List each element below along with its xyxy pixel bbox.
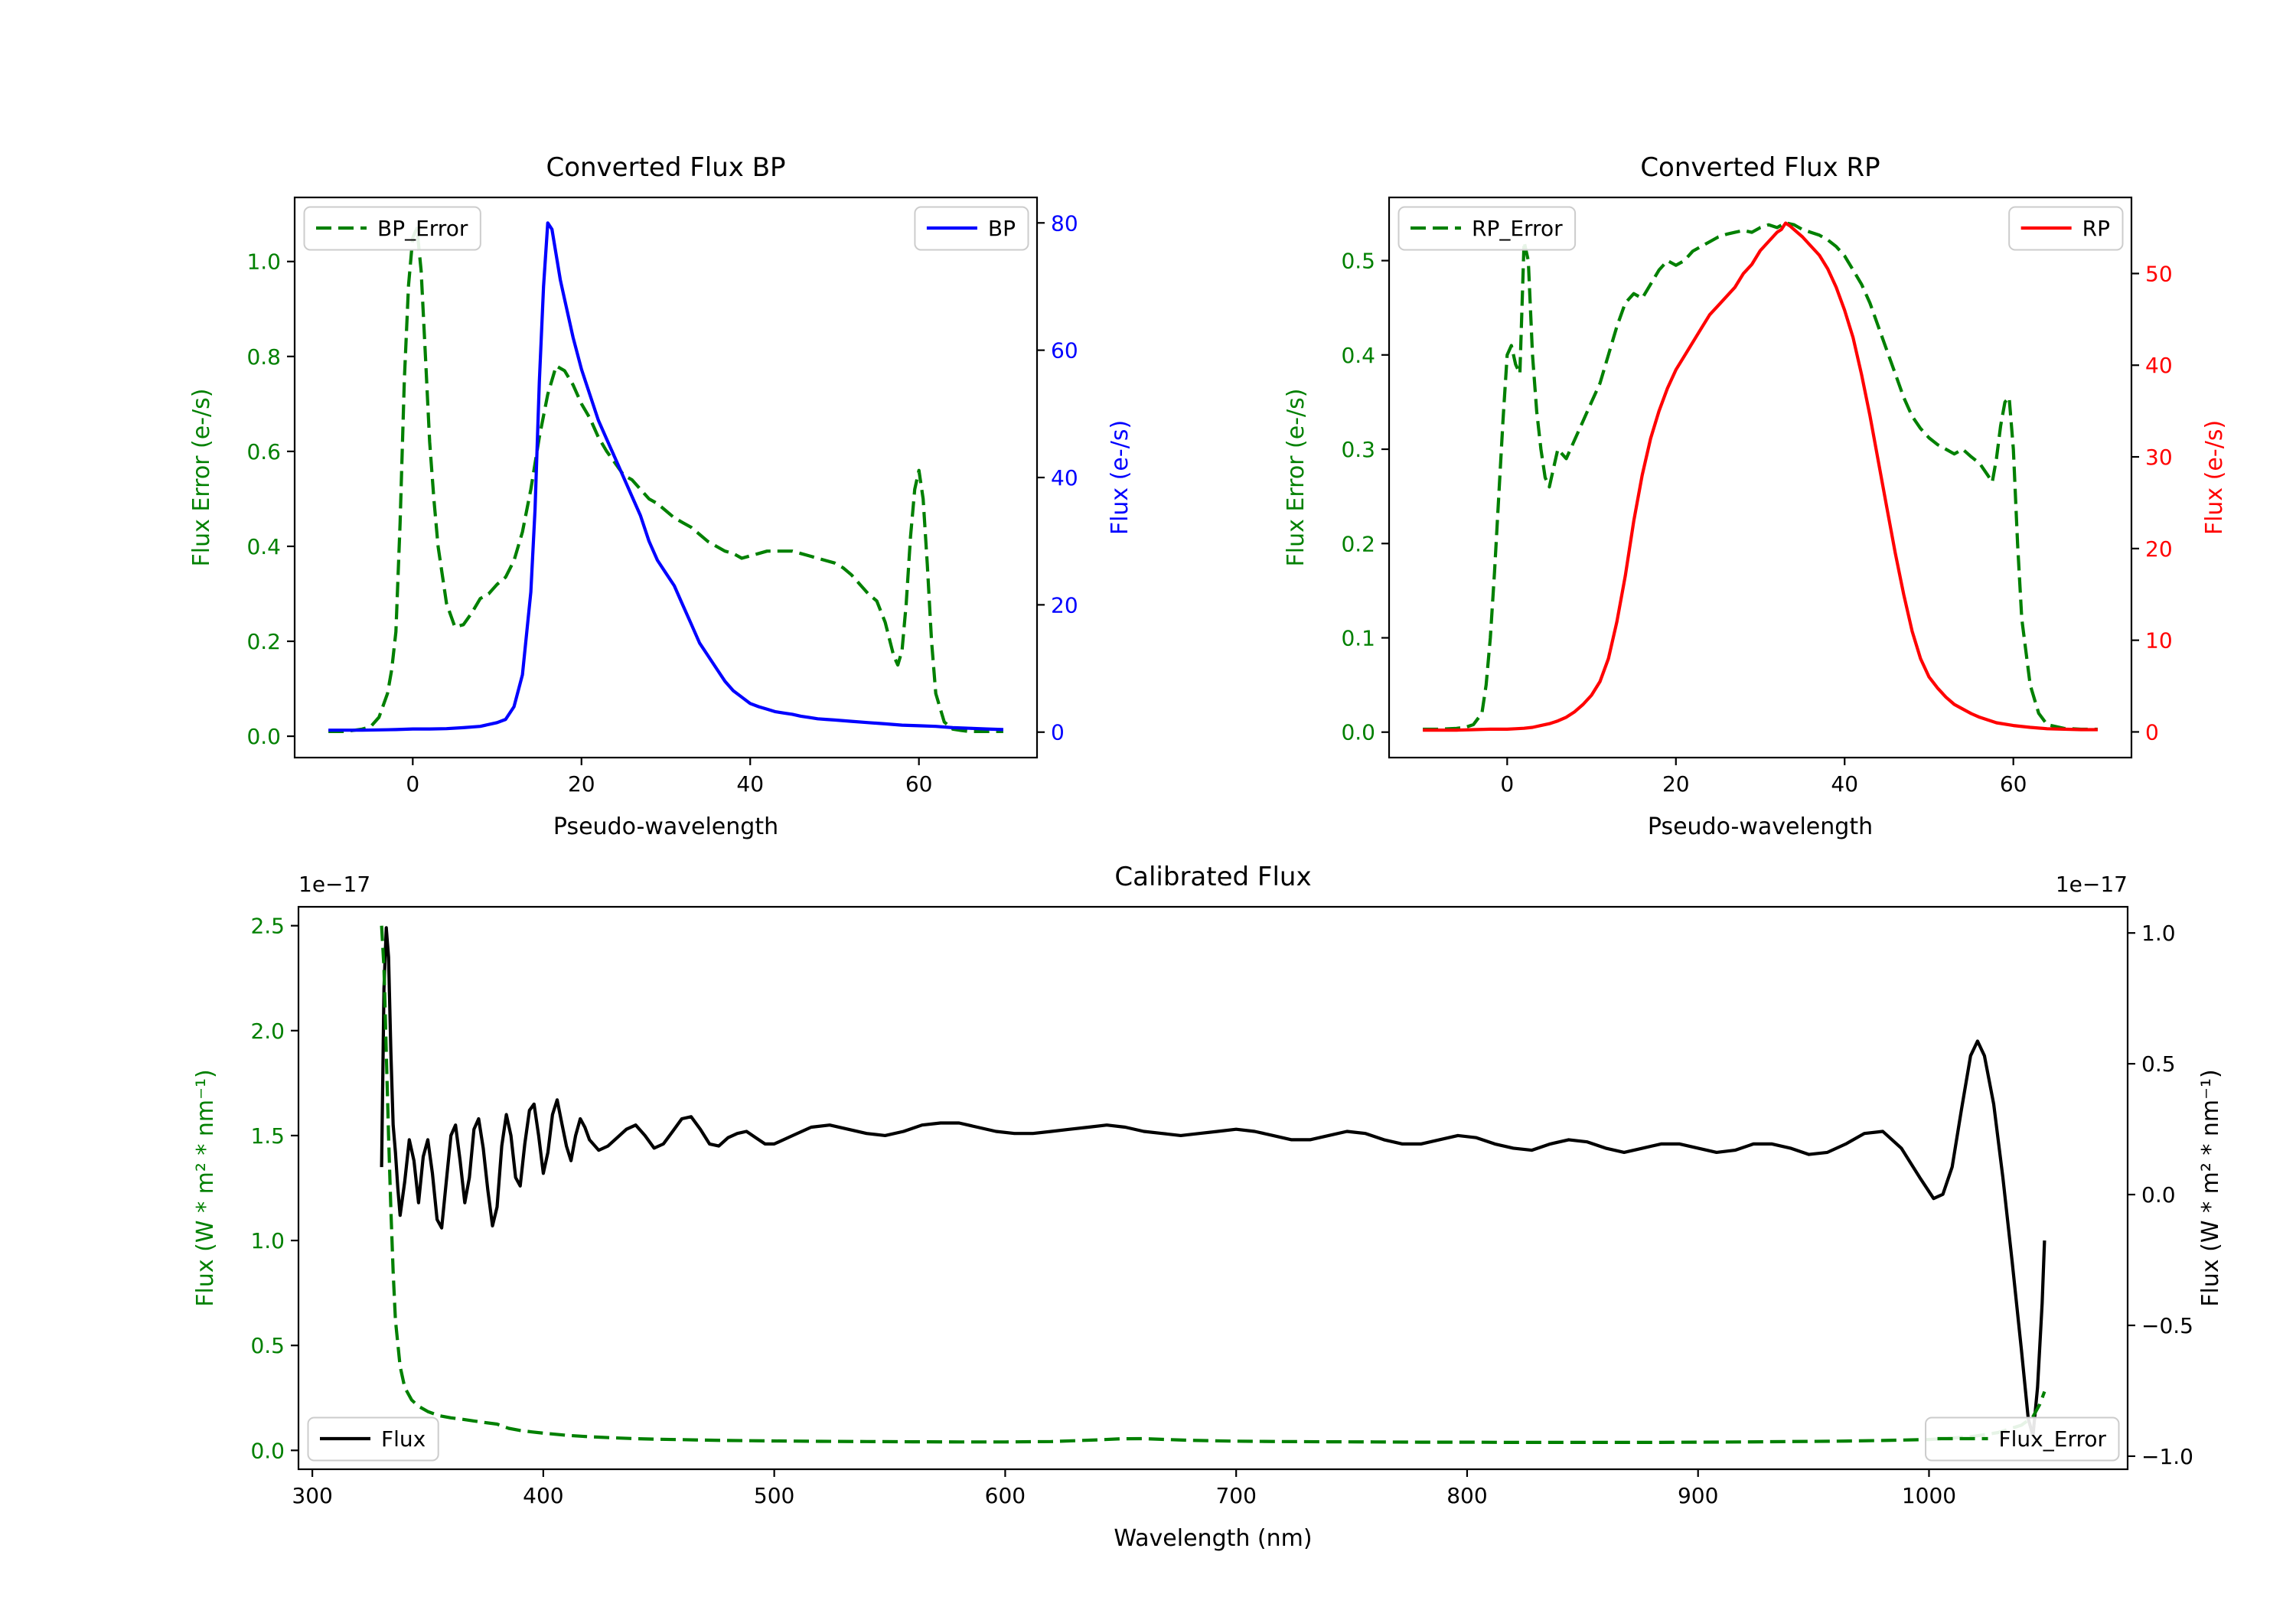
chart-title: Converted Flux BP <box>546 152 785 183</box>
axes-frame <box>1388 196 2133 759</box>
y-tick-label-left: 0.2 <box>1341 531 1375 556</box>
y-tick-label-left: 0.4 <box>1341 343 1375 368</box>
legend-label: RP_Error <box>1472 216 1563 241</box>
legend-box <box>1925 1416 2120 1462</box>
y-tick-label-left: 2.5 <box>250 914 285 939</box>
x-axis-label: Wavelength (nm) <box>1114 1525 1312 1552</box>
legend-label: Flux_Error <box>1999 1426 2107 1452</box>
y-tick-label-right: 30 <box>2145 445 2173 470</box>
y-tick-label-right: 0.0 <box>2141 1182 2176 1208</box>
chart-title: Converted Flux RP <box>1640 152 1880 183</box>
series-flux-line <box>380 926 2047 1438</box>
axes-frame <box>293 196 1039 759</box>
offset-text-right: 1e−17 <box>2056 872 2128 897</box>
legend-label: RP <box>2082 216 2110 241</box>
x-tick-label: 700 <box>1215 1483 1256 1508</box>
legend-bp-error: BP_Error <box>303 206 481 251</box>
legend-label: BP_Error <box>377 216 468 241</box>
y-tick-label-left: 0.5 <box>1341 249 1375 274</box>
y-tick-label-right: 40 <box>2145 353 2173 378</box>
y-tick-label-right: 20 <box>2145 536 2173 562</box>
x-axis-label: Pseudo-wavelength <box>1648 813 1873 840</box>
series-flux-error-line <box>380 925 2047 1444</box>
legend-rp: RP <box>2008 206 2124 251</box>
y-tick-label-right: −0.5 <box>2141 1313 2193 1338</box>
y-tick-label-left: 0.0 <box>246 724 281 749</box>
x-tick-label: 20 <box>1662 771 1690 797</box>
y-axis-label-right: Flux (e-/s) <box>1107 420 1133 535</box>
x-tick-label: 900 <box>1678 1483 1718 1508</box>
legend-box <box>307 1416 439 1462</box>
series-rp-error-line <box>1423 221 2098 732</box>
chart-calibrated-flux: 300 400 500 600 700 800 900 1000 0.0 0.5 1.0 1.5 2.0… <box>192 862 2224 1552</box>
legend-flux: Flux <box>307 1416 439 1462</box>
x-tick-label: 0 <box>1500 771 1514 797</box>
legend-label: BP <box>988 216 1016 241</box>
y-tick-label-right: 20 <box>1051 592 1078 618</box>
axes-frame <box>297 905 2129 1471</box>
x-tick-label: 800 <box>1446 1483 1487 1508</box>
y-tick-label-left: 1.5 <box>250 1123 285 1149</box>
x-tick-label: 40 <box>1831 771 1858 797</box>
y-tick-label-right: 0 <box>2145 719 2159 745</box>
x-tick-label: 400 <box>523 1483 563 1508</box>
y-tick-label-right: 1.0 <box>2141 921 2176 946</box>
chart-converted-flux-bp: 0 20 40 60 0.0 0.2 0.4 0.6 0.8 1.0 Flux Error (e-/… <box>188 152 1133 840</box>
y-tick-label-right: 40 <box>1051 465 1078 491</box>
y-tick-label-left: 0.0 <box>1341 720 1375 745</box>
y-tick-label-right: 60 <box>1051 338 1078 363</box>
y-axis-label-right: Flux (W * m² * nm⁻¹) <box>2197 1069 2224 1306</box>
x-tick-label: 500 <box>754 1483 794 1508</box>
y-axis-label-right: Flux (e-/s) <box>2201 420 2228 535</box>
series-bp-line <box>328 221 1003 732</box>
y-tick-label-right: 0 <box>1051 720 1065 745</box>
y-tick-label-left: 2.0 <box>250 1019 285 1044</box>
y-tick-label-right: 50 <box>2145 261 2173 286</box>
y-tick-label-left: 0.0 <box>250 1438 285 1463</box>
x-tick-label: 0 <box>406 771 419 797</box>
x-tick-label: 600 <box>985 1483 1026 1508</box>
y-axis-label-left: Flux Error (e-/s) <box>188 389 215 567</box>
y-tick-label-left: 0.1 <box>1341 625 1375 650</box>
y-tick-label-left: 0.5 <box>250 1333 285 1358</box>
y-tick-label-left: 1.0 <box>246 249 281 275</box>
legend-box <box>303 206 481 251</box>
y-tick-label-right: 80 <box>1051 210 1078 236</box>
legend-bp: BP <box>914 206 1029 251</box>
y-tick-label-left: 0.3 <box>1341 437 1375 462</box>
x-tick-label: 20 <box>568 771 595 797</box>
y-tick-label-left: 0.4 <box>246 534 281 559</box>
series-bp-error-line <box>328 227 1003 733</box>
chart-converted-flux-rp: 0 20 40 60 0.0 0.1 0.2 0.3 0.4 0.5 Flux Error (e-/… <box>1283 152 2228 840</box>
legend-box <box>1397 206 1577 251</box>
y-tick-label-right: 10 <box>2145 628 2173 654</box>
legend-flux-error: Flux_Error <box>1925 1416 2120 1462</box>
x-tick-label: 60 <box>905 771 933 797</box>
y-tick-label-left: 0.2 <box>246 629 281 654</box>
y-tick-label-right: 0.5 <box>2141 1051 2176 1077</box>
y-axis-label-left: Flux Error (e-/s) <box>1283 389 1309 567</box>
x-tick-label: 40 <box>736 771 764 797</box>
y-axis-label-left: Flux (W * m² * nm⁻¹) <box>192 1069 219 1306</box>
legend-rp-error: RP_Error <box>1397 206 1577 251</box>
y-tick-label-left: 0.8 <box>246 344 281 370</box>
x-axis-label: Pseudo-wavelength <box>553 813 778 840</box>
x-tick-label: 60 <box>2000 771 2027 797</box>
offset-text-left: 1e−17 <box>298 872 370 897</box>
x-tick-label: 300 <box>292 1483 332 1508</box>
series-rp-line <box>1423 221 2098 732</box>
chart-title: Calibrated Flux <box>1114 862 1311 892</box>
y-tick-label-right: −1.0 <box>2141 1444 2193 1469</box>
y-tick-label-left: 1.0 <box>250 1228 285 1253</box>
legend-label: Flux <box>381 1426 426 1452</box>
y-tick-label-left: 0.6 <box>246 439 281 464</box>
x-tick-label: 1000 <box>1902 1483 1956 1508</box>
